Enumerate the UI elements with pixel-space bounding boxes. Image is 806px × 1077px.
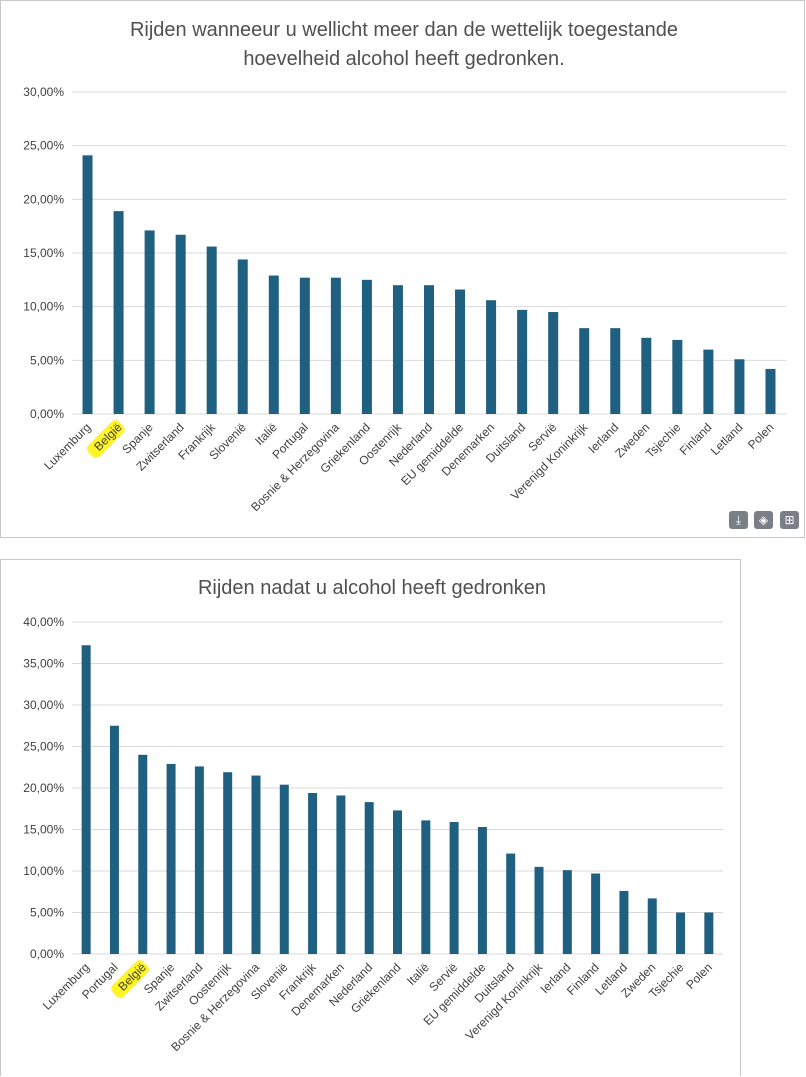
y-tick-label: 30,00%	[23, 698, 64, 712]
chart-panel-2: Rijden nadat u alcohol heeft gedronken 0,…	[0, 559, 741, 1076]
bar-portugal	[299, 277, 310, 414]
category-label: Finland	[677, 420, 715, 458]
chart-1: Rijden wanneeur u wellicht meer dan de w…	[23, 19, 786, 514]
y-tick-label: 20,00%	[23, 781, 64, 795]
bar-bosnie-herzegovina	[330, 277, 341, 414]
bar-ierland	[610, 328, 621, 414]
image-search-icon[interactable]: ◈	[754, 511, 773, 529]
y-tick-label: 25,00%	[23, 740, 64, 754]
y-tick-label: 15,00%	[23, 246, 64, 260]
bar-nederland	[424, 285, 434, 414]
bar-finland	[703, 349, 714, 414]
bar-polen	[704, 912, 714, 954]
bar-duitsland	[506, 853, 516, 954]
bar-belgi-	[138, 754, 148, 954]
y-tick-label: 25,00%	[23, 139, 64, 153]
y-tick-label: 5,00%	[30, 906, 64, 920]
bar-letland	[734, 359, 745, 414]
category-label: Polen	[683, 960, 715, 992]
bar-oostenrijk	[392, 285, 403, 414]
bar-luxemburg	[82, 155, 93, 414]
bar-bosnie-herzegovina	[251, 775, 261, 954]
bar-portugal	[109, 725, 119, 954]
chart-2: Rijden nadat u alcohol heeft gedronken 0,…	[23, 577, 723, 1054]
bar-zwitserland	[175, 234, 186, 414]
bar-spanje	[166, 763, 176, 954]
bar-eu-gemiddelde	[455, 289, 466, 414]
chart-title: Rijden nadat u alcohol heeft gedronken	[198, 577, 546, 599]
bar-eu-gemiddelde	[477, 827, 487, 954]
bar-griekenland	[361, 279, 372, 414]
bar-denemarken	[486, 300, 497, 414]
bar-luxemburg	[81, 645, 91, 954]
y-tick-label: 0,00%	[30, 947, 64, 961]
bar-frankrijk	[206, 246, 217, 414]
bar-nederland	[364, 802, 374, 954]
bar-servi-	[449, 822, 459, 954]
download-icon[interactable]: ⤓	[729, 511, 748, 529]
category-label: Luxemburg	[41, 420, 93, 472]
y-tick-label: 10,00%	[23, 864, 64, 878]
bar-denemarken	[336, 795, 346, 954]
y-tick-label: 30,00%	[23, 85, 64, 99]
bar-verenigd-koninkrijk	[579, 328, 590, 414]
bar-sloveni-	[237, 259, 248, 414]
y-tick-label: 5,00%	[30, 353, 64, 367]
highlight-mark	[111, 960, 149, 999]
y-tick-label: 20,00%	[23, 192, 64, 206]
y-tick-label: 35,00%	[23, 657, 64, 671]
highlight-marker	[86, 420, 125, 459]
y-tick-label: 15,00%	[23, 823, 64, 837]
bar-duitsland	[517, 309, 528, 414]
category-label: Polen	[745, 420, 777, 452]
bar-verenigd-koninkrijk	[534, 866, 544, 954]
bar-zweden	[647, 898, 657, 954]
bar-ierland	[562, 870, 572, 954]
bar-frankrijk	[308, 792, 318, 954]
bar-sloveni-	[279, 784, 289, 954]
category-label: Italië	[252, 420, 280, 448]
bar-belgi-	[113, 211, 124, 414]
highlight-mark	[86, 420, 125, 459]
chart-panel-1: Rijden wanneeur u wellicht meer dan de w…	[0, 0, 805, 538]
bar-oostenrijk	[223, 772, 233, 954]
bar-itali-	[421, 820, 431, 954]
y-tick-label: 10,00%	[23, 300, 64, 314]
bar-griekenland	[393, 810, 402, 954]
chart-title: Rijden wanneeur u wellicht meer dan de w…	[130, 19, 678, 41]
bar-spanje	[144, 230, 155, 414]
bar-zwitserland	[194, 766, 204, 954]
highlight-marker	[111, 960, 149, 999]
bar-finland	[591, 873, 601, 954]
y-tick-label: 0,00%	[30, 407, 64, 421]
chart-title: hoevelheid alcohol heeft gedronken.	[243, 48, 564, 70]
bar-zweden	[641, 337, 652, 414]
category-label: Letland	[708, 420, 746, 458]
bar-servi-	[548, 312, 559, 414]
bar-polen	[765, 368, 776, 414]
bar-tsjechie	[672, 339, 683, 414]
y-tick-label: 40,00%	[23, 615, 64, 629]
add-icon[interactable]: ⊞	[780, 511, 799, 529]
bar-tsjechie	[676, 912, 686, 954]
bar-itali-	[268, 275, 279, 414]
bar-letland	[619, 890, 629, 954]
category-label: Tsjechie	[643, 420, 684, 461]
